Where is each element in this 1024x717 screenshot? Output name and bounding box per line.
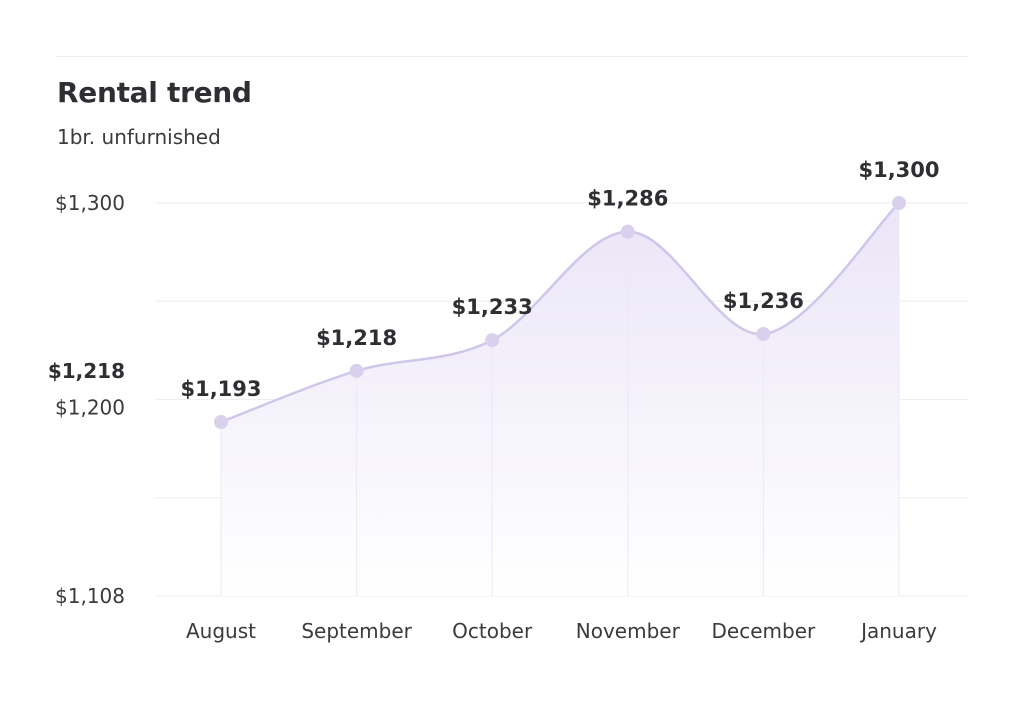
chart-subtitle: 1br. unfurnished (57, 125, 221, 149)
chart-title: Rental trend (57, 76, 252, 109)
y-tick-label: $1,218 (48, 359, 125, 383)
data-label: $1,236 (723, 289, 804, 313)
data-point (214, 415, 228, 430)
series-line-layer (220, 202, 900, 424)
area-fill (221, 203, 899, 596)
data-points (214, 196, 906, 430)
x-tick-label: August (186, 619, 256, 643)
data-labels: $1,193 $1,218 $1,233 $1,286 $1,236 $1,300 (180, 158, 939, 401)
point-guide-lines (220, 203, 900, 596)
x-tick-label: September (301, 619, 412, 643)
data-point (485, 333, 500, 348)
data-point (349, 363, 364, 378)
x-tick-label: October (452, 619, 533, 643)
y-axis: $1,300 $1,218 $1,200 $1,108 (48, 191, 125, 608)
data-label: $1,286 (587, 187, 668, 211)
data-label: $1,233 (452, 295, 533, 319)
data-label: $1,300 (858, 158, 939, 182)
x-axis: August September October November December Ja… (186, 619, 937, 643)
x-tick-label: January (859, 619, 937, 643)
y-tick-label: $1,200 (55, 396, 125, 420)
y-tick-label: $1,108 (55, 584, 125, 608)
series-line (220, 202, 900, 424)
data-point (620, 224, 635, 239)
top-divider (56, 56, 968, 57)
area-layer (221, 203, 899, 596)
x-tick-label: December (712, 619, 816, 643)
data-label: $1,193 (180, 377, 261, 401)
data-point (892, 196, 906, 210)
x-tick-label: November (576, 619, 681, 643)
data-point (756, 327, 771, 341)
y-tick-label: $1,300 (55, 191, 125, 215)
data-label: $1,218 (316, 326, 397, 350)
